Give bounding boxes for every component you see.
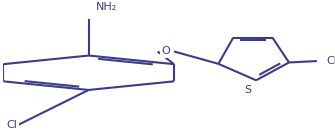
Text: S: S	[244, 85, 252, 95]
Text: O: O	[161, 46, 170, 56]
Text: Cl: Cl	[7, 120, 17, 130]
Text: NH₂: NH₂	[96, 2, 117, 12]
Text: Cl: Cl	[327, 56, 335, 66]
